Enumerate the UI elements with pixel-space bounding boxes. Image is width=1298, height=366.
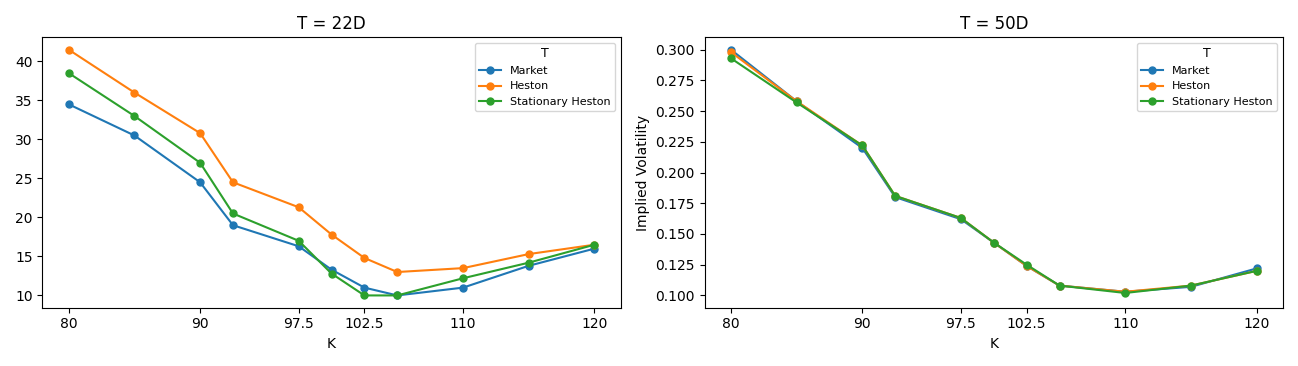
X-axis label: K: K	[989, 337, 998, 351]
Line: Stationary Heston: Stationary Heston	[65, 70, 598, 299]
Market	[456, 285, 471, 290]
Heston	[1019, 264, 1035, 268]
Stationary Heston	[1019, 262, 1035, 267]
Heston	[520, 252, 536, 256]
Stationary Heston	[127, 114, 143, 118]
Heston	[1249, 269, 1264, 273]
Heston	[953, 216, 968, 220]
Heston	[1118, 290, 1133, 294]
Heston	[61, 48, 77, 52]
Line: Market: Market	[727, 46, 1260, 295]
Market	[888, 195, 903, 199]
Line: Heston: Heston	[727, 49, 1260, 295]
Market	[1118, 290, 1133, 294]
Heston	[192, 131, 208, 135]
Stationary Heston	[854, 143, 870, 148]
Stationary Heston	[456, 276, 471, 280]
Market	[1051, 283, 1067, 288]
Line: Market: Market	[65, 101, 598, 299]
Market	[323, 268, 339, 272]
Heston	[127, 90, 143, 95]
Market	[291, 244, 306, 249]
X-axis label: K: K	[327, 337, 336, 351]
Heston	[986, 240, 1002, 245]
Legend: Market, Heston, Stationary Heston: Market, Heston, Stationary Heston	[475, 43, 615, 111]
Market	[1019, 264, 1035, 268]
Market	[723, 48, 739, 52]
Market	[587, 246, 602, 251]
Heston	[723, 50, 739, 54]
Stationary Heston	[389, 293, 405, 298]
Line: Stationary Heston: Stationary Heston	[727, 55, 1260, 296]
Stationary Heston	[587, 243, 602, 247]
Market	[225, 223, 240, 227]
Stationary Heston	[723, 56, 739, 60]
Heston	[357, 256, 373, 260]
Stationary Heston	[888, 194, 903, 198]
Heston	[456, 266, 471, 270]
Market	[789, 99, 805, 104]
Stationary Heston	[192, 161, 208, 165]
Title: T = 22D: T = 22D	[297, 15, 366, 33]
Market	[357, 285, 373, 290]
Heston	[789, 99, 805, 104]
Stationary Heston	[225, 211, 240, 216]
Market	[1184, 285, 1199, 289]
Heston	[291, 205, 306, 209]
Market	[61, 102, 77, 107]
Stationary Heston	[323, 271, 339, 276]
Heston	[854, 143, 870, 148]
Stationary Heston	[1051, 283, 1067, 288]
Market	[854, 146, 870, 150]
Market	[1249, 266, 1264, 270]
Heston	[1051, 283, 1067, 288]
Stationary Heston	[520, 261, 536, 265]
Heston	[323, 232, 339, 237]
Y-axis label: Implied Volatility: Implied Volatility	[636, 115, 650, 231]
Stationary Heston	[1184, 283, 1199, 288]
Stationary Heston	[789, 100, 805, 105]
Heston	[1184, 283, 1199, 288]
Market	[986, 240, 1002, 245]
Market	[520, 264, 536, 268]
Market	[389, 293, 405, 298]
Stationary Heston	[1249, 269, 1264, 273]
Market	[192, 180, 208, 184]
Stationary Heston	[291, 239, 306, 243]
Heston	[389, 270, 405, 274]
Heston	[587, 243, 602, 247]
Heston	[225, 180, 240, 184]
Heston	[888, 194, 903, 198]
Stationary Heston	[986, 240, 1002, 245]
Stationary Heston	[1118, 291, 1133, 295]
Stationary Heston	[953, 216, 968, 220]
Stationary Heston	[61, 71, 77, 75]
Market	[953, 217, 968, 221]
Market	[127, 133, 143, 138]
Title: T = 50D: T = 50D	[959, 15, 1028, 33]
Legend: Market, Heston, Stationary Heston: Market, Heston, Stationary Heston	[1137, 43, 1277, 111]
Line: Heston: Heston	[65, 46, 598, 276]
Stationary Heston	[357, 293, 373, 298]
